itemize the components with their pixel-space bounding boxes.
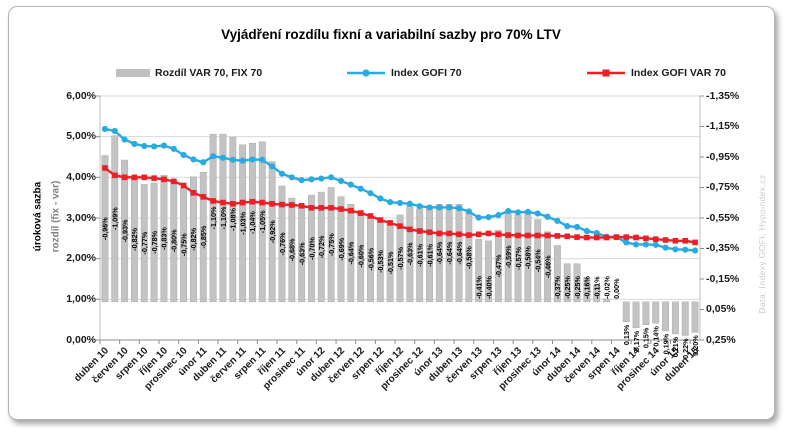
y-right-tick: -1,35% (706, 90, 740, 102)
y-left-tick: 5,00% (66, 130, 96, 142)
legend-item-gofivar70: Index GOFI VAR 70 (586, 64, 726, 82)
y-right-tick: 0,05% (706, 303, 736, 315)
y-axis-title-outer: úroková sazba (32, 181, 44, 252)
y-right-tick: -0,55% (706, 212, 740, 224)
legend-label: Rozdíl VAR 70, FIX 70 (155, 67, 263, 79)
y-left-tick: 4,00% (66, 171, 96, 183)
y-right-tick: -0,95% (706, 151, 740, 163)
chart-title: Vyjádření rozdílu fixní a variabilní saz… (221, 27, 561, 42)
y-right-tick: -0,35% (706, 242, 740, 254)
legend-label: Index GOFI VAR 70 (631, 67, 726, 79)
y-axis-title-inner: rozdíl (fix - var) (50, 180, 62, 253)
y-right-tick: -0,15% (706, 273, 740, 285)
watermark-source-text: Data: Indexy GOFI, Hypoindex.cz (757, 174, 767, 314)
legend-item-rozdil: Rozdíl VAR 70, FIX 70 (116, 64, 262, 82)
line-square-swatch-icon (587, 69, 625, 77)
y-left-tick: 3,00% (66, 212, 96, 224)
bar-swatch-icon (116, 69, 150, 77)
y-right-tick: 0,25% (706, 334, 736, 346)
y-left-tick: 6,00% (66, 90, 96, 102)
line-circle-swatch-icon (347, 69, 385, 77)
y-right-tick: -1,15% (706, 120, 740, 132)
legend-label: Index GOFI 70 (391, 67, 462, 79)
y-left-tick: 0,00% (66, 334, 96, 346)
y-left-tick: 1,00% (66, 293, 96, 305)
legend-item-gofi70: Index GOFI 70 (346, 64, 462, 82)
y-left-tick: 2,00% (66, 252, 96, 264)
y-right-tick: -0,75% (706, 181, 740, 193)
